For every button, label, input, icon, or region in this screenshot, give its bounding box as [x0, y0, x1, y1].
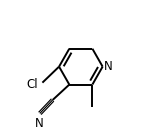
Text: N: N — [104, 60, 113, 73]
Text: N: N — [35, 117, 44, 130]
Text: Cl: Cl — [26, 78, 38, 91]
